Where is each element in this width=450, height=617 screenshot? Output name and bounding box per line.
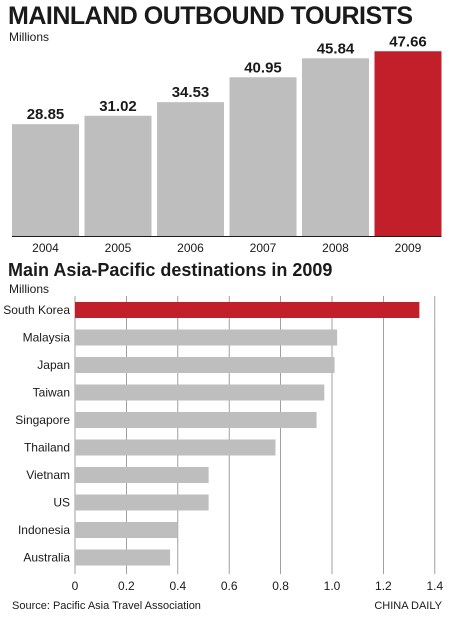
tick-label-1.0: 1.0 bbox=[324, 579, 341, 593]
value-label-2008: 45.84 bbox=[317, 40, 355, 57]
bottom-chart-title: Main Asia-Pacific destinations in 2009 bbox=[8, 260, 333, 280]
bar-2005 bbox=[84, 115, 152, 236]
category-label-vietnam: Vietnam bbox=[26, 468, 70, 482]
source-note: Source: Pacific Asia Travel Association bbox=[12, 600, 201, 612]
bar-malaysia bbox=[75, 329, 338, 346]
category-label-taiwan: Taiwan bbox=[33, 386, 70, 400]
bar-2004 bbox=[12, 124, 79, 236]
category-label-singapore: Singapore bbox=[15, 413, 70, 427]
bar-south-korea bbox=[75, 302, 420, 318]
bar-singapore bbox=[75, 412, 317, 428]
category-label-malaysia: Malaysia bbox=[23, 331, 71, 345]
category-label-thailand: Thailand bbox=[24, 441, 70, 455]
category-label-indonesia: Indonesia bbox=[18, 523, 70, 537]
bar-thailand bbox=[75, 439, 276, 456]
bar-taiwan bbox=[75, 384, 325, 401]
tick-label-0.8: 0.8 bbox=[272, 579, 289, 593]
year-label-2007: 2007 bbox=[250, 241, 277, 255]
value-label-2004: 28.85 bbox=[27, 106, 65, 123]
tick-label-0.6: 0.6 bbox=[221, 579, 238, 593]
value-label-2006: 34.53 bbox=[172, 84, 210, 101]
year-label-2008: 2008 bbox=[322, 241, 349, 255]
category-label-us: US bbox=[53, 496, 70, 510]
bar-australia bbox=[75, 549, 171, 566]
bar-2008 bbox=[302, 58, 369, 236]
value-label-2005: 31.02 bbox=[99, 98, 137, 115]
tick-label-1.4: 1.4 bbox=[426, 579, 443, 593]
tick-label-0: 0 bbox=[72, 579, 79, 593]
bar-2006 bbox=[157, 102, 224, 236]
year-label-2009: 2009 bbox=[395, 241, 422, 255]
category-label-australia: Australia bbox=[23, 551, 70, 565]
year-label-2005: 2005 bbox=[105, 241, 132, 255]
value-label-2009: 47.66 bbox=[389, 33, 427, 50]
bar-us bbox=[75, 494, 209, 511]
category-label-japan: Japan bbox=[37, 358, 70, 372]
year-label-2004: 2004 bbox=[32, 241, 59, 255]
bar-indonesia bbox=[75, 522, 178, 538]
bar-vietnam bbox=[75, 467, 209, 483]
category-label-south-korea: South Korea bbox=[3, 303, 70, 317]
top-chart-unit: Millions bbox=[9, 30, 50, 44]
bar-2007 bbox=[229, 77, 297, 236]
year-label-2006: 2006 bbox=[177, 241, 204, 255]
tick-label-0.4: 0.4 bbox=[169, 579, 186, 593]
credit-label: CHINA DAILY bbox=[374, 600, 442, 612]
top-chart-title: MAINLAND OUTBOUND TOURISTS bbox=[8, 2, 413, 30]
tick-label-0.2: 0.2 bbox=[118, 579, 135, 593]
top-bar-chart: 28.85 2004 31.02 2005 34.53 2006 40.95 2007 45.8… bbox=[12, 33, 442, 255]
bar-2009 bbox=[374, 51, 442, 237]
bottom-chart-unit: Millions bbox=[9, 282, 50, 296]
tick-label-1.2: 1.2 bbox=[375, 579, 392, 593]
value-label-2007: 40.95 bbox=[244, 59, 282, 76]
bar-japan bbox=[75, 357, 335, 373]
